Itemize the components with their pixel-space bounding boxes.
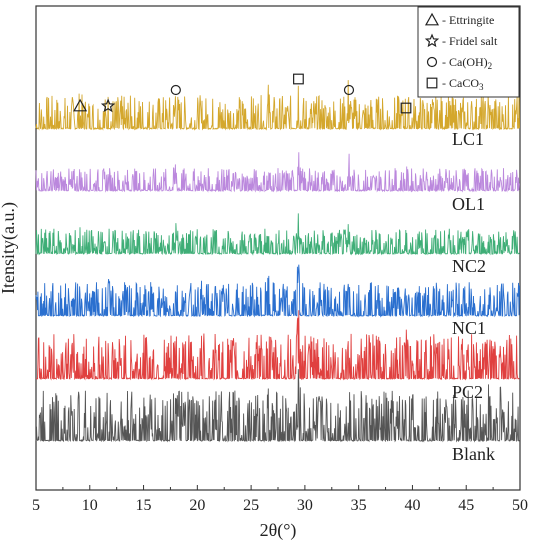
- x-tick-label: 15: [136, 497, 152, 514]
- circle-marker: [343, 84, 355, 96]
- legend-label: - Ettringite: [442, 13, 494, 27]
- x-axis-ticks: 5 10 15 20 25 30 35 40 45 50: [32, 485, 528, 514]
- series-line-ol1: [35, 152, 520, 193]
- series-traces: [35, 80, 520, 443]
- legend-circle-icon: [426, 56, 438, 68]
- series-line-lc1: [35, 80, 520, 131]
- series-label-nc1: NC1: [452, 318, 486, 338]
- series-label-nc2: NC2: [452, 256, 486, 276]
- y-axis-label: Itensity(a.u.): [0, 202, 19, 294]
- square-marker: [400, 102, 412, 114]
- series-label-pc2: PC2: [452, 382, 483, 402]
- legend-star-icon: [424, 33, 440, 48]
- x-tick-label: 50: [512, 497, 528, 514]
- phase-markers: [73, 73, 412, 114]
- series-labels: LC1 OL1 NC2 NC1 PC2 Blank: [452, 129, 495, 464]
- series-line-blank: [35, 369, 520, 443]
- series-line-pc2: [35, 310, 520, 381]
- x-tick-label: 25: [243, 497, 259, 514]
- series-label-blank: Blank: [452, 444, 495, 464]
- legend-triangle-icon: [424, 12, 440, 26]
- legend-label: - Ca(OH)2: [442, 55, 492, 71]
- square-marker: [293, 73, 304, 85]
- legend: - Ettringite - Fridel salt - Ca(OH)2 - CaCO…: [417, 6, 520, 98]
- series-label-ol1: OL1: [452, 194, 485, 214]
- series-line-nc2: [35, 213, 520, 256]
- circle-marker: [170, 84, 181, 96]
- x-tick-label: 45: [458, 497, 474, 514]
- x-tick-label: 40: [404, 497, 420, 514]
- x-tick-label: 35: [351, 497, 367, 514]
- legend-square-icon: [426, 77, 438, 89]
- legend-label: - CaCO3: [442, 76, 484, 92]
- x-axis-label: 2θ(°): [260, 520, 297, 541]
- series-line-nc1: [35, 264, 520, 318]
- x-tick-label: 5: [32, 497, 40, 514]
- series-label-lc1: LC1: [452, 129, 484, 149]
- star-marker: [100, 98, 116, 113]
- triangle-marker: [73, 98, 88, 112]
- x-tick-label: 30: [297, 497, 313, 514]
- legend-label: - Fridel salt: [442, 34, 498, 48]
- x-tick-label: 10: [82, 497, 98, 514]
- legend-box: [417, 6, 520, 98]
- x-tick-label: 20: [189, 497, 205, 514]
